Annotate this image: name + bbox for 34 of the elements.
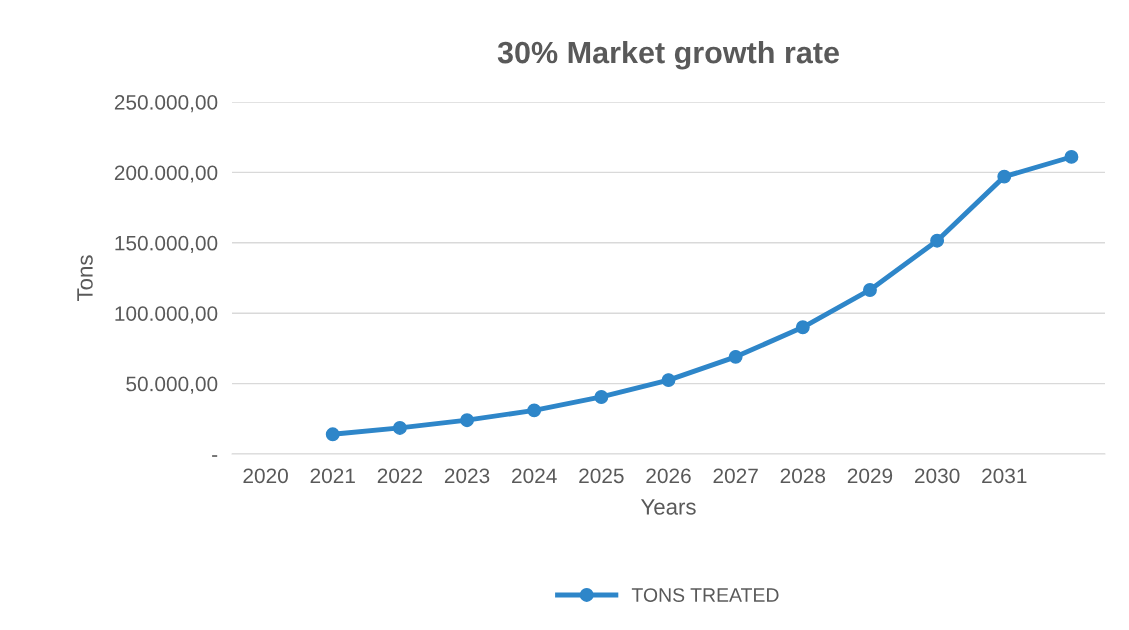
point [325, 427, 340, 442]
point [661, 373, 676, 388]
x-tick-label: 2021 [310, 468, 355, 484]
y-tick-label: 100.000,00 [115, 306, 218, 324]
point [930, 233, 945, 248]
x-tick-label: 2022 [377, 468, 423, 484]
point [728, 349, 743, 364]
point [392, 421, 407, 435]
x-tick-label: 2020 [243, 468, 288, 484]
point [795, 320, 810, 335]
y-tick-label: - [212, 455, 218, 457]
chart-title: 30% Market growth rate [497, 40, 839, 70]
y-tick-label: 150.000,00 [115, 235, 218, 254]
y-tick-label: 250.000,00 [114, 95, 218, 113]
point [527, 403, 542, 418]
x-tick-label: 2029 [847, 468, 893, 484]
point [594, 390, 609, 404]
x-tick-label: 2025 [579, 468, 624, 484]
y-tick-label: 50.000,00 [126, 376, 218, 394]
x-tick-label: 2031 [982, 468, 1027, 484]
y-tick-label: 200.000,00 [114, 165, 218, 183]
x-tick-label: 2026 [646, 468, 691, 484]
x-tick-label: 2030 [914, 468, 960, 484]
point [1064, 149, 1079, 164]
x-tick-label: 2027 [713, 468, 758, 484]
legend-label: TONS TREATED [631, 588, 779, 602]
point [863, 283, 877, 297]
x-tick-label: 2024 [512, 468, 557, 484]
point [997, 169, 1012, 184]
x-axis-title: Years [640, 499, 696, 515]
y-axis-title: Tons [77, 255, 93, 301]
x-tick-label: 2023 [444, 468, 490, 484]
x-tick-label: 2028 [780, 468, 826, 484]
point [460, 413, 474, 428]
